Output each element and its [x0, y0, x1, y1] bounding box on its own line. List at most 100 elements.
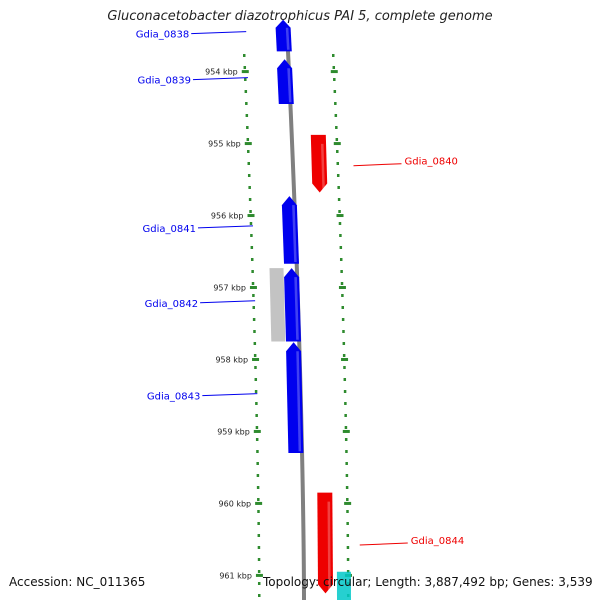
minor-tick-right	[342, 354, 346, 357]
minor-tick-left	[248, 198, 252, 201]
minor-tick-right	[344, 414, 347, 417]
minor-tick-left	[250, 246, 254, 249]
minor-tick-right	[335, 138, 339, 141]
gene-shading	[327, 501, 331, 592]
major-tick-right	[344, 501, 352, 505]
gene-leader-line	[197, 225, 254, 229]
minor-tick-left	[253, 354, 257, 357]
minor-tick-left	[247, 162, 251, 165]
minor-tick-right	[345, 474, 349, 477]
minor-tick-left	[257, 510, 260, 513]
scale-tick-label: 959 kbp	[217, 427, 250, 436]
minor-tick-left	[243, 66, 247, 69]
minor-tick-right	[346, 534, 350, 537]
minor-tick-right	[346, 558, 350, 561]
minor-tick-left	[250, 258, 254, 261]
minor-tick-left	[243, 54, 246, 57]
minor-tick-right	[345, 450, 348, 453]
gene-leader-line	[353, 163, 402, 167]
major-tick-right	[341, 357, 349, 361]
minor-tick-right	[344, 438, 348, 441]
gene-shading	[294, 277, 299, 340]
major-tick-left	[255, 573, 263, 577]
major-tick-left	[252, 357, 260, 361]
gene-arrow-Gdia_0838[interactable]	[275, 19, 292, 52]
minor-tick-left	[255, 426, 259, 429]
minor-tick-left	[251, 270, 254, 273]
minor-tick-right	[332, 54, 335, 57]
gene-label-Gdia_0839[interactable]: Gdia_0839	[138, 76, 191, 87]
gene-leader-line	[202, 393, 258, 397]
minor-tick-right	[346, 570, 350, 573]
gene-arrow-Gdia_0843[interactable]	[286, 342, 304, 453]
minor-tick-right	[344, 426, 348, 429]
minor-tick-right	[345, 462, 348, 465]
gene-shading	[296, 351, 302, 452]
feature-block[interactable]	[269, 268, 286, 342]
gene-label-Gdia_0843[interactable]: Gdia_0843	[147, 392, 200, 403]
minor-tick-right	[341, 294, 344, 297]
minor-tick-left	[256, 450, 259, 453]
major-tick-left	[241, 70, 249, 74]
gene-leader-line	[191, 31, 247, 35]
minor-tick-right	[339, 234, 342, 237]
minor-tick-right	[334, 114, 338, 117]
minor-tick-left	[248, 186, 251, 189]
summary-text: Topology: circular; Length: 3,887,492 bp…	[263, 575, 593, 589]
minor-tick-left	[257, 534, 261, 537]
minor-tick-right	[346, 546, 350, 549]
gene-label-Gdia_0842[interactable]: Gdia_0842	[145, 299, 198, 310]
minor-tick-left	[254, 378, 258, 381]
gene-arrow-Gdia_0841[interactable]	[281, 196, 299, 264]
minor-tick-left	[249, 222, 253, 225]
major-tick-right	[330, 70, 338, 74]
minor-tick-right	[341, 318, 345, 321]
minor-tick-left	[252, 306, 256, 309]
minor-tick-right	[340, 270, 343, 273]
gene-shading	[285, 27, 290, 50]
minor-tick-left	[256, 462, 259, 465]
scale-tick-label: 956 kbp	[211, 212, 244, 221]
minor-tick-right	[337, 186, 340, 189]
minor-tick-right	[334, 102, 337, 105]
gene-label-Gdia_0840[interactable]: Gdia_0840	[404, 157, 457, 168]
minor-tick-left	[254, 390, 258, 393]
gene-label-Gdia_0841[interactable]: Gdia_0841	[143, 224, 196, 235]
minor-tick-right	[339, 258, 343, 261]
gene-shading	[292, 205, 297, 262]
gene-label-Gdia_0844[interactable]: Gdia_0844	[411, 536, 464, 547]
scale-tick-label: 955 kbp	[208, 140, 241, 149]
minor-tick-right	[336, 174, 340, 177]
minor-tick-right	[343, 378, 347, 381]
major-tick-left	[244, 142, 252, 146]
minor-tick-left	[258, 594, 261, 597]
minor-tick-left	[257, 570, 261, 573]
gene-arrow-Gdia_0844[interactable]	[317, 492, 333, 594]
gene-arrow-Gdia_0842[interactable]	[284, 268, 301, 342]
feature-block[interactable]	[336, 571, 351, 600]
gene-label-Gdia_0838[interactable]: Gdia_0838	[136, 30, 189, 41]
gene-arrow-Gdia_0840[interactable]	[310, 134, 328, 193]
minor-tick-right	[345, 486, 349, 489]
minor-tick-left	[246, 126, 249, 129]
scale-tick-label: 958 kbp	[215, 355, 248, 364]
minor-tick-left	[247, 150, 250, 153]
minor-tick-right	[332, 66, 336, 69]
minor-tick-right	[333, 78, 336, 81]
minor-tick-left	[256, 486, 260, 489]
gene-arrow-Gdia_0839[interactable]	[277, 59, 294, 104]
minor-tick-left	[255, 414, 258, 417]
major-tick-right	[338, 286, 346, 290]
minor-tick-left	[250, 234, 253, 237]
minor-tick-left	[254, 366, 257, 369]
minor-tick-left	[244, 90, 248, 93]
minor-tick-left	[257, 558, 261, 561]
minor-tick-left	[245, 102, 248, 105]
minor-tick-right	[346, 498, 349, 501]
minor-tick-left	[244, 78, 247, 81]
major-tick-right	[342, 429, 350, 433]
scale-tick-label: 954 kbp	[205, 68, 238, 77]
minor-tick-right	[343, 366, 346, 369]
